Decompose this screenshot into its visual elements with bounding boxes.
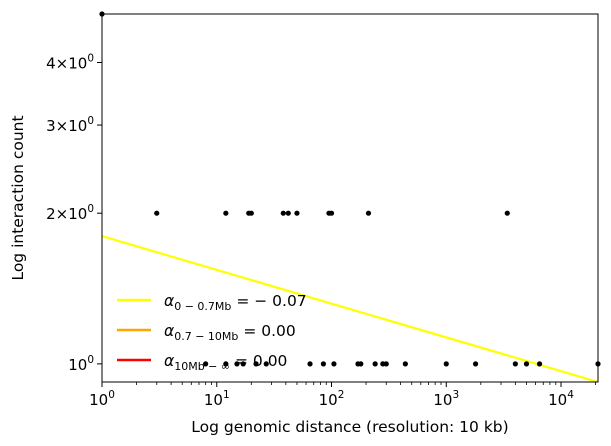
data-point — [280, 210, 286, 216]
data-point — [536, 361, 543, 367]
legend-label-1: α0.7 − 10Mb = 0.00 — [164, 322, 296, 343]
data-point — [248, 210, 254, 216]
data-point — [203, 361, 209, 367]
data-point — [234, 361, 240, 367]
legend: α0 − 0.7Mb = − 0.07 α0.7 − 10Mb = 0.00 α10… — [117, 292, 307, 373]
data-point — [504, 210, 510, 216]
data-point — [328, 210, 335, 216]
data-point — [154, 210, 160, 216]
x-axis-ticks: 100 101 102 103 104 — [89, 382, 596, 409]
data-point — [307, 361, 313, 367]
x-tick-label: 101 — [204, 389, 230, 409]
data-point — [365, 210, 372, 216]
data-point — [443, 361, 449, 367]
data-point — [383, 361, 389, 367]
x-tick-label: 103 — [433, 389, 459, 409]
y-tick-label: 2×100 — [46, 203, 94, 223]
series-line-0 — [102, 235, 598, 382]
data-point — [372, 361, 378, 367]
plot-frame — [101, 13, 599, 383]
data-point — [223, 210, 229, 216]
x-tick-label: 100 — [89, 389, 115, 409]
data-point — [240, 361, 246, 367]
data-point — [294, 210, 300, 216]
x-tick-label: 104 — [548, 389, 574, 409]
y-tick-label: 4×100 — [46, 53, 94, 73]
data-point — [402, 361, 408, 367]
data-point — [512, 361, 518, 367]
data-point — [320, 361, 327, 367]
y-axis-label: Log interaction count — [9, 115, 27, 280]
data-point — [523, 361, 530, 367]
y-tick-label: 100 — [68, 354, 94, 374]
x-axis-label: Log genomic distance (resolution: 10 kb) — [191, 418, 508, 436]
y-tick-label: 3×100 — [46, 115, 94, 135]
x-tick-label: 102 — [319, 389, 345, 409]
data-point — [223, 361, 229, 367]
data-point — [331, 361, 337, 367]
data-point — [253, 361, 259, 367]
plot-area — [99, 11, 601, 382]
y-axis-ticks: 100 2×100 3×100 4×100 — [46, 53, 102, 374]
legend-label-2: α10Mb − ∞ = 0.00 — [164, 352, 287, 373]
data-point — [285, 210, 291, 216]
data-point — [263, 361, 269, 367]
data-point — [472, 361, 479, 367]
data-point — [358, 361, 364, 367]
legend-label-0: α0 − 0.7Mb = − 0.07 — [164, 292, 307, 313]
